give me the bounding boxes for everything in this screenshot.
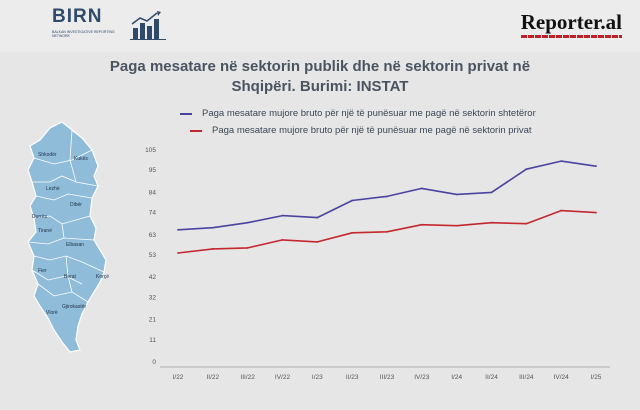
- header-bar: BIRN BALKAN INVESTIGATIVE REPORTING NETW…: [0, 0, 640, 52]
- series-0-point-2: [246, 221, 249, 224]
- y-tick-label-2: 21: [149, 317, 157, 324]
- chart-logo-icon: [130, 11, 166, 40]
- map-label-kukes: Kukës: [74, 156, 88, 162]
- albania-map-borders: [27, 129, 105, 303]
- map-label-korce: Korçë: [96, 274, 109, 280]
- series-1-point-9: [490, 221, 493, 224]
- series-1-point-11: [560, 209, 563, 212]
- series-0-point-5: [351, 199, 354, 202]
- map-label-diber: Dibër: [70, 202, 82, 208]
- birn-logo: BIRN BALKAN INVESTIGATIVE REPORTING NETW…: [52, 6, 122, 46]
- map-label-gjirokaster: Gjirokastër: [62, 304, 87, 310]
- series-1-point-1: [211, 248, 214, 250]
- legend-swatch-private: [190, 130, 202, 132]
- x-tick-label-9: II/24: [485, 374, 498, 381]
- y-tick-label-7: 74: [149, 210, 157, 217]
- reporter-logo-text: Reporter.al: [520, 10, 622, 34]
- x-tick-label-3: IV/22: [275, 374, 291, 381]
- series-1-point-7: [420, 223, 423, 226]
- series-0-point-9: [490, 191, 493, 194]
- chart-title: Paga mesatare në sektorin publik dhe në …: [109, 58, 531, 95]
- series-1-point-10: [525, 222, 528, 225]
- map-label-durres: Durrës: [32, 214, 48, 220]
- map-label-vlore: Vlorë: [46, 310, 58, 316]
- x-tick-label-11: IV/24: [554, 374, 570, 381]
- albania-map-shape: [27, 121, 107, 353]
- map-label-tirane: Tiranë: [38, 228, 52, 234]
- series-0-point-3: [281, 214, 284, 217]
- y-tick-label-6: 63: [149, 232, 157, 239]
- map-label-berat: Berat: [64, 274, 77, 280]
- x-tick-label-4: I/23: [312, 374, 323, 381]
- map-label-shkoder: Shkodër: [38, 152, 57, 158]
- x-tick-label-7: IV/23: [414, 374, 430, 381]
- series-1-point-12: [595, 211, 597, 214]
- series-1-point-0: [177, 252, 179, 254]
- x-tick-label-12: I/25: [591, 374, 602, 381]
- y-tick-label-0: 0: [152, 359, 156, 366]
- series-0-point-11: [560, 160, 563, 163]
- series-0-point-1: [211, 226, 214, 229]
- y-tick-label-5: 53: [149, 252, 157, 259]
- series-1-point-2: [246, 247, 249, 249]
- y-tick-label-4: 42: [149, 274, 157, 281]
- x-tick-label-5: II/23: [346, 374, 359, 381]
- birn-logo-text: BIRN: [52, 6, 103, 27]
- series-1-point-8: [455, 224, 458, 227]
- legend-label-private: Paga mesatare mujore bruto për një të pu…: [212, 125, 532, 136]
- series-line-0: [177, 160, 597, 231]
- x-tick-label-2: III/22: [240, 374, 255, 381]
- series-0-point-6: [386, 195, 388, 198]
- series-0-point-12: [595, 165, 597, 168]
- y-tick-label-3: 32: [149, 294, 157, 301]
- x-tick-label-0: I/22: [173, 374, 184, 381]
- series-1-point-5: [351, 231, 354, 234]
- series-1-point-3: [281, 238, 284, 241]
- map-label-fier: Fier: [38, 268, 47, 274]
- series-0-point-10: [525, 168, 528, 171]
- x-tick-label-6: III/23: [380, 374, 395, 381]
- map-labels: Shkodër Kukës Lezhë Dibër Durrës Tiranë …: [32, 152, 109, 316]
- y-tick-label-1: 11: [149, 337, 156, 344]
- series-1-point-4: [316, 240, 319, 243]
- x-tick-label-1: II/22: [207, 374, 220, 381]
- series-0-point-7: [420, 187, 423, 190]
- x-tick-label-10: III/24: [519, 374, 534, 381]
- y-tick-label-10: 105: [145, 147, 156, 154]
- y-tick-label-8: 84: [149, 189, 157, 196]
- map-label-lezhe: Lezhë: [46, 186, 60, 192]
- series-1-point-6: [386, 230, 388, 233]
- series-0-point-0: [177, 228, 179, 231]
- map-label-elbasan: Elbasan: [66, 242, 84, 248]
- series-0-point-4: [316, 216, 319, 219]
- albania-map: Shkodër Kukës Lezhë Dibër Durrës Tiranë …: [27, 121, 109, 353]
- birn-logo-subtitle: BALKAN INVESTIGATIVE REPORTING NETWORK: [52, 30, 115, 38]
- legend-swatch-public: [180, 113, 192, 115]
- y-tick-label-9: 95: [149, 167, 157, 174]
- reporter-logo-underline: [520, 35, 622, 38]
- reporter-logo: Reporter.al: [520, 10, 622, 38]
- x-tick-label-8: I/24: [451, 374, 462, 381]
- legend-label-public: Paga mesatare mujore bruto për një të pu…: [202, 108, 536, 119]
- series-0-point-8: [455, 193, 458, 196]
